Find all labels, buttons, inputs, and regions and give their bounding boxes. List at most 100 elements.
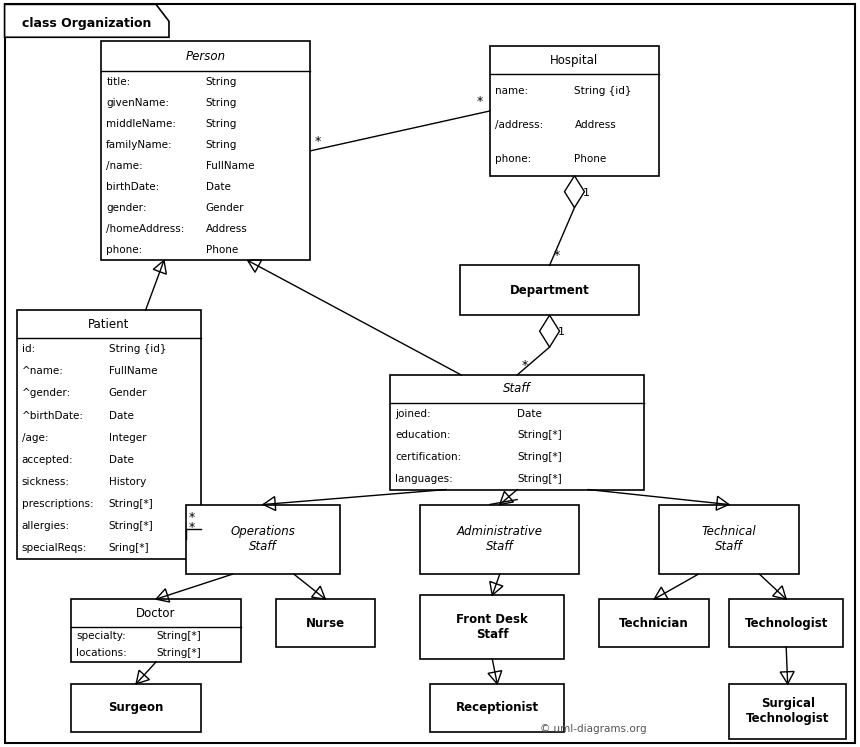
Bar	[71, 599, 241, 662]
Text: *: *	[554, 249, 560, 262]
Text: Technical
Staff: Technical Staff	[702, 525, 756, 554]
Text: *: *	[315, 135, 321, 148]
Text: Front Desk
Staff: Front Desk Staff	[457, 613, 528, 641]
Bar	[71, 684, 201, 731]
Text: Staff: Staff	[503, 382, 531, 395]
Text: Department: Department	[510, 284, 589, 297]
Text: Surgeon: Surgeon	[108, 701, 163, 714]
Text: String[*]: String[*]	[156, 630, 200, 641]
Text: middleName:: middleName:	[106, 119, 176, 128]
Text: Operations
Staff: Operations Staff	[230, 525, 296, 554]
Text: Doctor: Doctor	[136, 607, 175, 619]
Text: Phone: Phone	[206, 245, 238, 255]
Text: phone:: phone:	[494, 154, 531, 164]
Polygon shape	[564, 176, 585, 208]
Text: Technician: Technician	[619, 616, 689, 630]
Text: String[*]: String[*]	[517, 452, 562, 462]
Text: joined:: joined:	[395, 409, 431, 419]
Text: specialReqs:: specialReqs:	[22, 543, 87, 554]
Text: Technologist: Technologist	[745, 616, 828, 630]
Bar	[275, 599, 375, 647]
Bar	[729, 599, 844, 647]
Text: Date: Date	[108, 411, 133, 421]
Text: Integer: Integer	[108, 433, 146, 443]
Text: Surgical
Technologist: Surgical Technologist	[746, 697, 829, 725]
Text: id:: id:	[22, 344, 34, 354]
Bar	[390, 375, 644, 489]
Text: String {id}: String {id}	[574, 86, 632, 96]
Text: birthDate:: birthDate:	[106, 182, 159, 192]
Text: FullName: FullName	[108, 366, 157, 376]
Text: History: History	[108, 477, 146, 487]
Text: *: *	[521, 359, 527, 372]
Bar	[460, 265, 639, 315]
Text: String: String	[206, 77, 237, 87]
Text: *: *	[189, 512, 195, 524]
Text: String: String	[206, 140, 237, 149]
Text: String {id}: String {id}	[108, 344, 166, 354]
Bar	[490, 46, 659, 176]
Text: accepted:: accepted:	[22, 455, 73, 465]
Text: sickness:: sickness:	[22, 477, 70, 487]
Polygon shape	[539, 315, 560, 347]
Text: ^birthDate:: ^birthDate:	[22, 411, 83, 421]
Text: © uml-diagrams.org: © uml-diagrams.org	[539, 724, 646, 734]
Text: ^gender:: ^gender:	[22, 388, 71, 398]
Text: prescriptions:: prescriptions:	[22, 499, 93, 509]
Text: 1: 1	[557, 327, 564, 337]
Text: specialty:: specialty:	[77, 630, 126, 641]
Bar	[186, 504, 341, 574]
Text: certification:: certification:	[395, 452, 461, 462]
Text: Receptionist: Receptionist	[456, 701, 539, 714]
Bar	[16, 310, 201, 560]
Text: String[*]: String[*]	[517, 474, 562, 484]
Text: ^name:: ^name:	[22, 366, 64, 376]
Text: education:: education:	[395, 430, 451, 441]
Text: /age:: /age:	[22, 433, 48, 443]
Text: Date: Date	[517, 409, 542, 419]
Text: Person: Person	[186, 50, 226, 63]
Text: Administrative
Staff: Administrative Staff	[457, 525, 543, 554]
Text: allergies:: allergies:	[22, 521, 70, 531]
Bar	[659, 504, 799, 574]
Text: familyName:: familyName:	[106, 140, 173, 149]
Text: String[*]: String[*]	[156, 648, 200, 658]
Text: Phone: Phone	[574, 154, 606, 164]
Bar	[729, 684, 846, 739]
Text: languages:: languages:	[395, 474, 453, 484]
Text: Address: Address	[574, 120, 617, 130]
Text: String[*]: String[*]	[108, 499, 153, 509]
Text: Gender: Gender	[108, 388, 147, 398]
Text: *: *	[476, 95, 483, 108]
Text: FullName: FullName	[206, 161, 255, 171]
Bar	[420, 595, 564, 659]
Text: name:: name:	[494, 86, 528, 96]
Polygon shape	[4, 4, 169, 37]
Text: locations:: locations:	[77, 648, 127, 658]
Bar	[101, 41, 310, 261]
Text: String[*]: String[*]	[517, 430, 562, 441]
Text: String: String	[206, 98, 237, 108]
Text: Sring[*]: Sring[*]	[108, 543, 150, 554]
Bar	[420, 504, 580, 574]
Text: 1: 1	[582, 187, 589, 198]
Text: givenName:: givenName:	[106, 98, 169, 108]
Text: String: String	[206, 119, 237, 128]
Text: Gender: Gender	[206, 203, 244, 213]
Text: Address: Address	[206, 224, 248, 234]
Text: Nurse: Nurse	[306, 616, 345, 630]
Text: String[*]: String[*]	[108, 521, 153, 531]
Bar	[430, 684, 564, 731]
Text: /homeAddress:: /homeAddress:	[106, 224, 185, 234]
Text: gender:: gender:	[106, 203, 147, 213]
Text: Date: Date	[108, 455, 133, 465]
Text: Hospital: Hospital	[550, 54, 599, 66]
Text: phone:: phone:	[106, 245, 143, 255]
Text: /name:: /name:	[106, 161, 143, 171]
Text: Date: Date	[206, 182, 230, 192]
Text: *: *	[189, 521, 195, 534]
Text: class Organization: class Organization	[22, 16, 151, 30]
Text: /address:: /address:	[494, 120, 543, 130]
Text: title:: title:	[106, 77, 131, 87]
Text: Patient: Patient	[88, 317, 129, 331]
